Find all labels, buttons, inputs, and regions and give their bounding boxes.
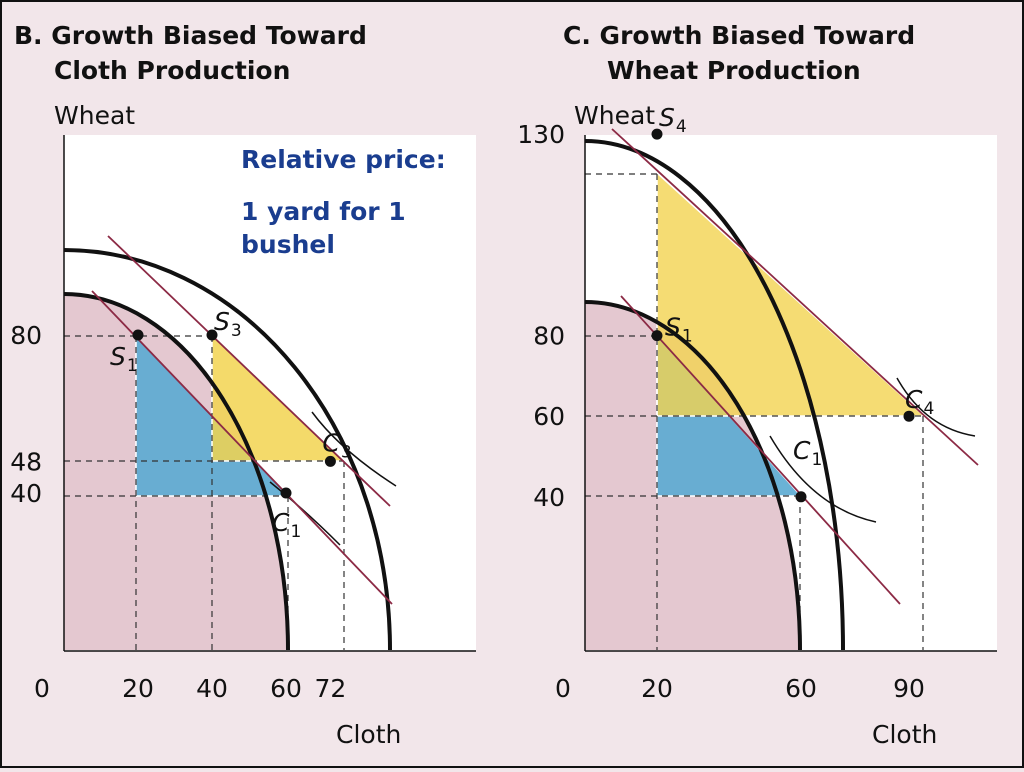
panel-b-ylabel: Wheat: [54, 101, 135, 130]
panel-b-point-s1: [132, 329, 144, 341]
panel-b-point-c3: [324, 455, 336, 467]
panel-b-xlabel: Cloth: [336, 720, 401, 749]
panel-b-x-tick-label: 60: [270, 674, 302, 703]
panel-c-y-tick-label: 80: [533, 322, 565, 351]
panel-c-point-c1: [795, 491, 807, 503]
panel-b-ppf-expanded: [63, 248, 392, 651]
panel-c-label-s4: S4: [659, 103, 687, 137]
panel-c-yellow-triangle: [657, 174, 923, 416]
panel-c-point-c4: [903, 410, 915, 422]
panel-b-label-s1: S1: [110, 342, 138, 376]
panel-b-y-tick-label: 48: [10, 447, 42, 476]
price-note-line3: bushel: [241, 230, 335, 259]
price-note-line1: Relative price:: [241, 145, 446, 174]
panel-c-ylabel: Wheat: [574, 101, 655, 130]
panel-b-label-s3: S3: [214, 307, 242, 341]
panel-b-x-tick-label: 20: [122, 674, 154, 703]
panel-c-x-tick-label: 60: [785, 674, 817, 703]
price-note-line2: 1 yard for 1: [241, 197, 406, 226]
chart-marks: 0 20 40 60 72 80 48 40 S1 C1 S3 C3 0 20 60 90 130 80 60 40 S…: [10, 103, 934, 703]
panel-b-plot: [63, 135, 476, 652]
panel-b-guides: [64, 335, 345, 650]
panel-b-x-tick-label: 72: [314, 674, 346, 703]
panel-b-title-line2: Cloth Production: [54, 56, 290, 85]
panel-b-x-tick-label: 0: [34, 674, 50, 703]
panel-b-x-tick-label: 40: [196, 674, 228, 703]
panel-c-y-tick-label: 130: [517, 120, 565, 149]
panel-c-point-s1: [651, 330, 663, 342]
panel-c-x-tick-label: 90: [893, 674, 925, 703]
panel-c-guides: [585, 173, 924, 650]
panel-c-x-tick-label: 0: [555, 674, 571, 703]
panel-c-y-tick-label: 40: [533, 483, 565, 512]
panel-c-label-c1: C1: [793, 436, 822, 470]
panel-b-title-line1: B. Growth Biased Toward: [14, 21, 367, 50]
panel-c-indifference-c1: [769, 435, 877, 523]
panel-c-y-tick-label: 60: [533, 402, 565, 431]
panel-c-title-line1: C. Growth Biased Toward: [563, 21, 915, 50]
panel-c-label-c4: C4: [905, 385, 934, 419]
panel-c-ppf-expanded: [584, 139, 845, 651]
panel-c-plot: [584, 128, 997, 652]
panel-b-y-tick-label: 40: [10, 479, 42, 508]
panel-c-x-tick-label: 20: [641, 674, 673, 703]
panel-b-label-c1: C1: [272, 508, 301, 542]
panel-c-label-s1: S1: [665, 313, 693, 347]
panel-b-price-line-1: [91, 290, 393, 605]
panel-c-indifference-c4: [896, 377, 976, 437]
panel-b-y-tick-label: 80: [10, 321, 42, 350]
panel-b-point-c1: [280, 487, 292, 499]
panel-c-xlabel: Cloth: [872, 720, 937, 749]
panel-c-point-s4: [651, 128, 663, 140]
panel-b-point-s3: [206, 329, 218, 341]
panel-c-price-line-1: [620, 295, 901, 605]
panel-b-label-c3: C3: [322, 428, 351, 462]
panel-c-title-line2: Wheat Production: [607, 56, 861, 85]
panel-b-price-line-3: [107, 235, 391, 507]
panel-c-price-line-4: [611, 128, 979, 466]
panel-b-ppf-original: [63, 292, 290, 651]
panel-b-indifference-c1: [269, 481, 341, 546]
panel-b-indifference-c3: [311, 411, 397, 487]
